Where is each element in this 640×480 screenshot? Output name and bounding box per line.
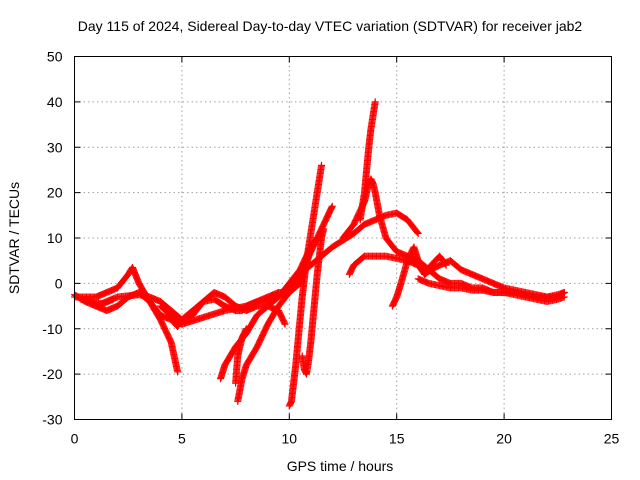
y-tick-label: 20	[47, 185, 63, 201]
y-tick-label: -20	[42, 366, 62, 382]
data-marks	[71, 98, 568, 410]
y-tick-label: 50	[47, 49, 63, 65]
y-tick-label: -30	[42, 412, 62, 428]
data-point	[414, 229, 422, 237]
x-axis-label: GPS time / hours	[287, 458, 394, 474]
data-point	[320, 225, 328, 233]
x-tick-label: 10	[282, 431, 298, 447]
x-tick-label: 15	[389, 431, 405, 447]
axis-ticks	[74, 56, 612, 420]
data-point	[328, 202, 336, 210]
data-point	[318, 161, 326, 169]
y-axis-label: SDTVAR / TECUs	[6, 182, 22, 294]
data-point	[242, 325, 250, 333]
data-point	[371, 98, 379, 106]
x-tick-label: 5	[178, 431, 186, 447]
y-tick-labels: -30 -20 -10 0 10 20 30 40 50	[42, 49, 62, 428]
data-point	[109, 295, 117, 303]
y-tick-label: 10	[47, 230, 63, 246]
x-tick-label: 25	[604, 431, 620, 447]
grid-lines	[74, 56, 612, 420]
y-tick-label: 0	[55, 275, 63, 291]
data-point	[174, 368, 182, 376]
x-tick-labels: 0 5 10 15 20 25	[71, 431, 620, 447]
chart-title: Day 115 of 2024, Sidereal Day-to-day VTE…	[78, 18, 583, 34]
y-tick-label: 30	[47, 139, 63, 155]
x-tick-label: 0	[71, 431, 79, 447]
y-tick-label: -10	[42, 321, 62, 337]
x-tick-label: 20	[496, 431, 512, 447]
data-point	[281, 320, 289, 328]
data-point	[441, 260, 449, 268]
data-point	[413, 228, 421, 236]
data-point	[560, 293, 568, 301]
data-point	[442, 261, 450, 269]
y-tick-label: 40	[47, 94, 63, 110]
